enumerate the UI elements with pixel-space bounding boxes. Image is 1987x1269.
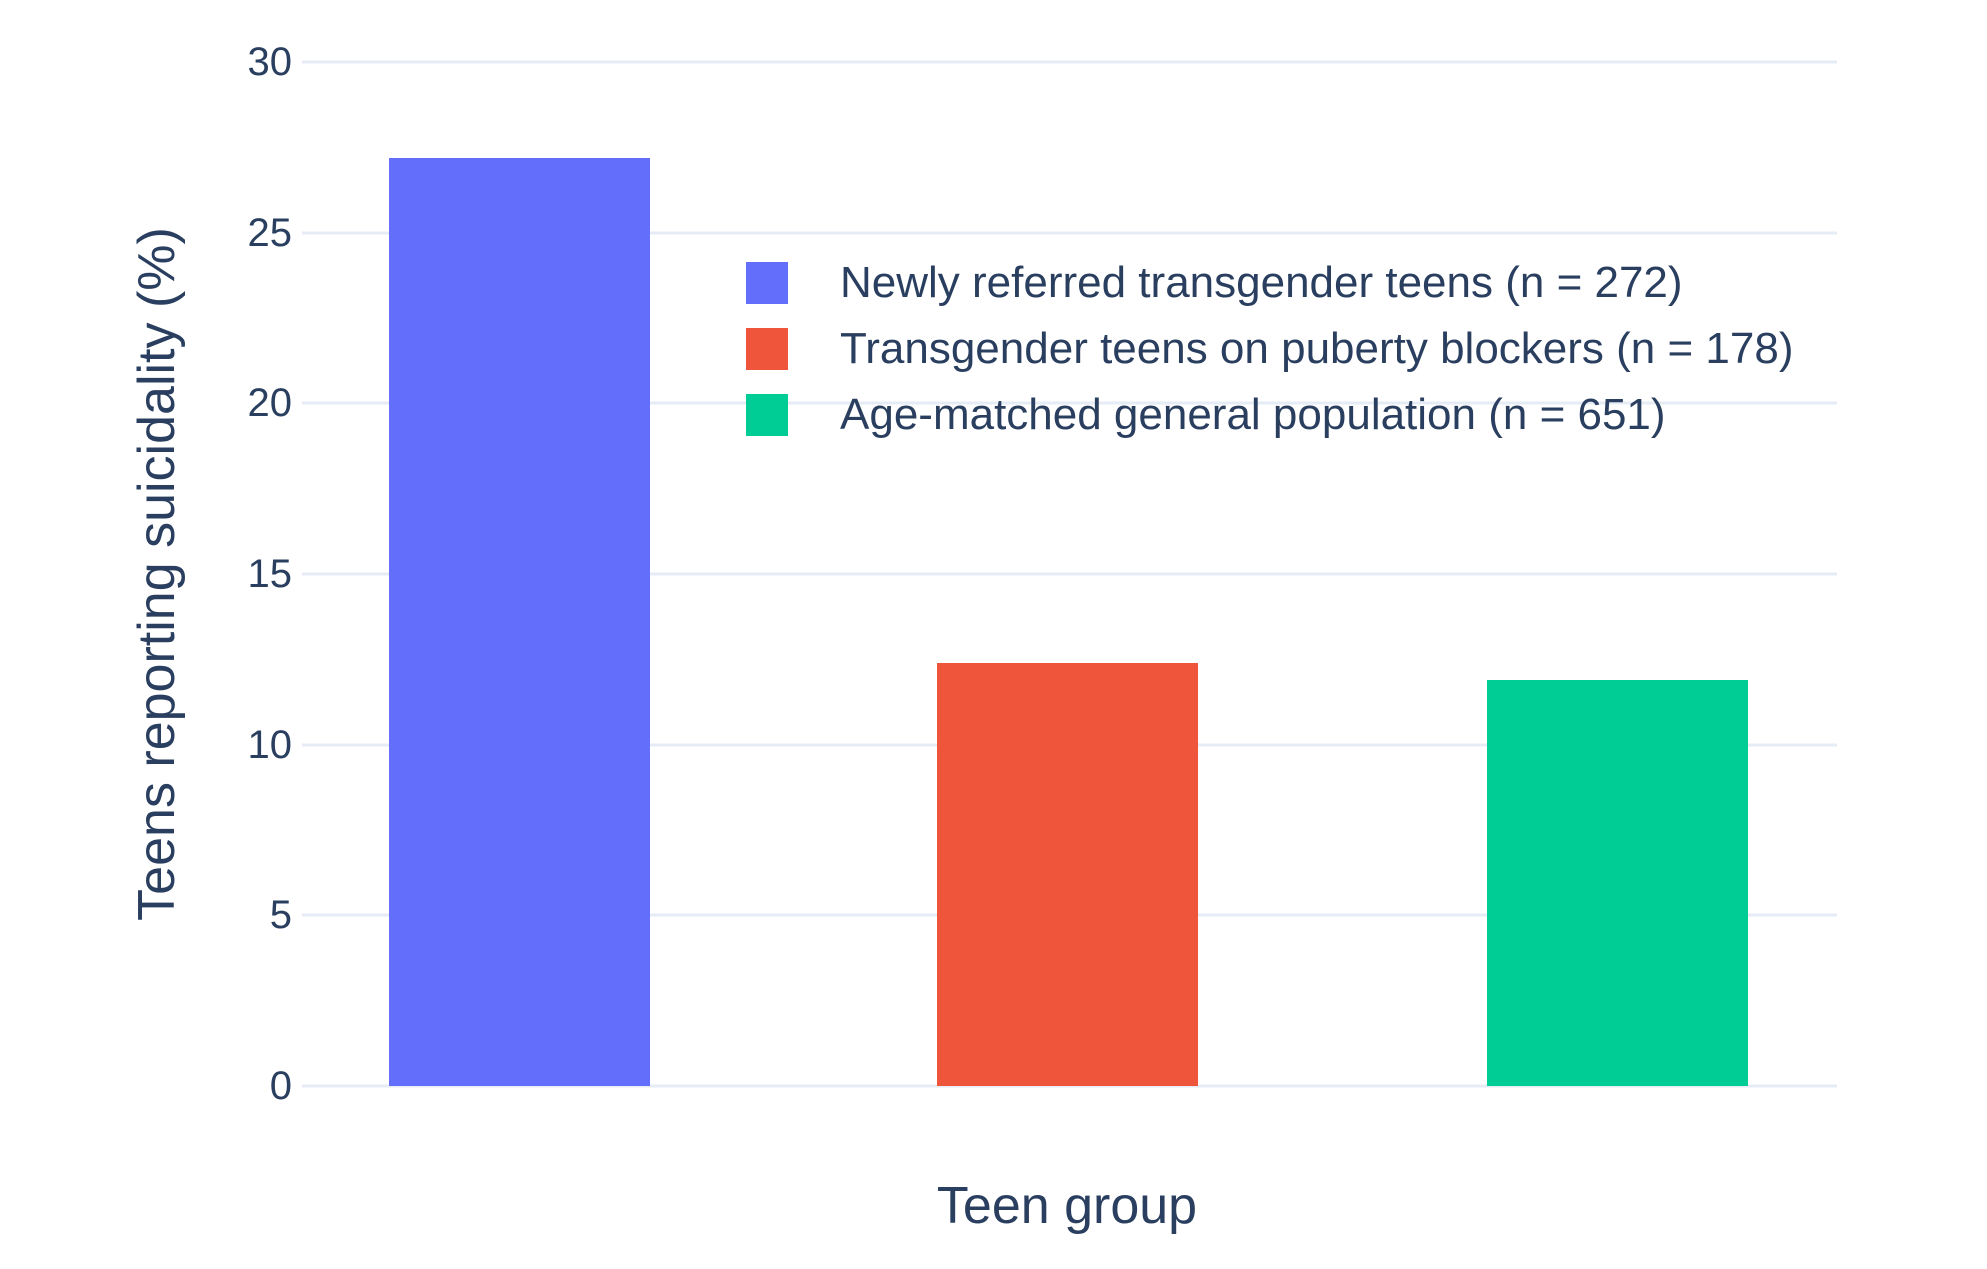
bar: [1487, 679, 1748, 1086]
y-tick-label: 15: [247, 552, 293, 596]
legend-label: Transgender teens on puberty blockers (n…: [840, 324, 1794, 373]
plot-area: [302, 60, 1837, 1088]
legend-item[interactable]: Transgender teens on puberty blockers (n…: [746, 316, 1793, 382]
y-axis-title: Teens reporting suicidality (%): [128, 227, 186, 921]
y-tick-label: 10: [247, 722, 293, 767]
y-tick-label: 30: [247, 40, 293, 84]
bar: [937, 662, 1198, 1086]
gridline: [302, 1084, 1837, 1088]
x-axis-title: Teen group: [936, 1177, 1198, 1235]
y-tick-label: 25: [247, 210, 293, 255]
bar: [389, 157, 650, 1086]
legend-label: Age-matched general population (n = 651): [840, 390, 1666, 439]
legend: Newly referred transgender teens (n = 27…: [746, 250, 1793, 448]
y-axis-tick-labels: 0 5 10 15 20 25 30: [0, 42, 293, 1106]
legend-swatch: [746, 328, 788, 370]
legend-item[interactable]: Newly referred transgender teens (n = 27…: [746, 250, 1793, 316]
gridline: [302, 572, 1837, 576]
legend-item[interactable]: Age-matched general population (n = 651): [746, 382, 1793, 448]
legend-swatch: [746, 262, 788, 304]
gridline: [302, 60, 1837, 64]
legend-label: Newly referred transgender teens (n = 27…: [840, 258, 1683, 307]
gridline: [302, 231, 1837, 235]
y-tick-label: 0: [269, 1064, 292, 1108]
y-tick-label: 5: [269, 893, 292, 938]
gridline: [302, 401, 1837, 405]
legend-swatch: [746, 394, 788, 436]
y-tick-label: 20: [247, 381, 293, 426]
